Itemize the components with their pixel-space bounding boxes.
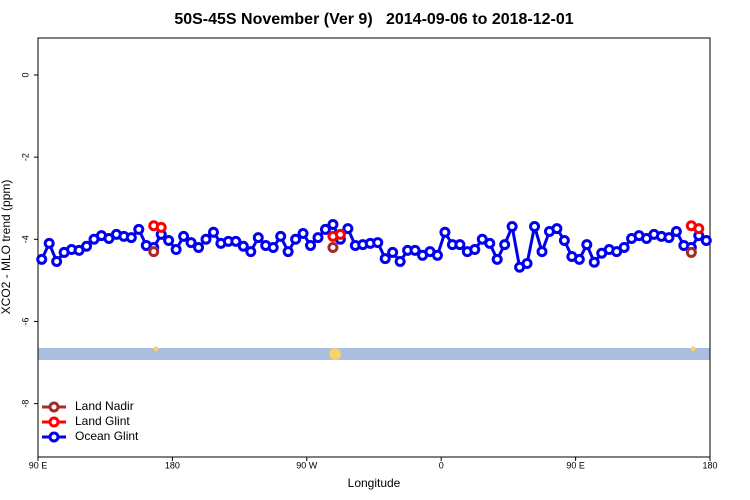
point [551, 223, 563, 235]
point [252, 232, 264, 244]
coverage-dot [329, 348, 341, 360]
y-tick-label: -4 [20, 235, 30, 243]
legend-marker [48, 431, 60, 443]
point [207, 226, 219, 238]
point [342, 223, 354, 235]
x-tick-label: 180 [702, 460, 717, 470]
point [170, 244, 182, 256]
point [290, 233, 302, 245]
point [327, 218, 339, 230]
x-tick-label: 90 E [566, 460, 585, 470]
y-tick-label: -2 [20, 153, 30, 161]
point [588, 256, 600, 268]
legend-label: Ocean Glint [75, 429, 139, 443]
point [618, 242, 630, 253]
coverage-dot [690, 346, 696, 352]
point [700, 235, 712, 247]
point [558, 235, 570, 247]
point [573, 253, 585, 265]
point [536, 246, 548, 258]
legend-marker [48, 416, 60, 428]
point [379, 253, 391, 265]
point [36, 253, 48, 265]
point [200, 233, 212, 245]
point [334, 228, 346, 240]
y-tick-label: 0 [20, 72, 30, 77]
point [439, 226, 451, 238]
point [282, 246, 294, 258]
point [133, 223, 145, 235]
point [163, 235, 175, 247]
point [372, 237, 384, 249]
point [529, 221, 541, 233]
point [193, 242, 205, 253]
point [297, 228, 309, 240]
point [685, 246, 697, 258]
x-tick-label: 90 E [29, 460, 48, 470]
point [148, 246, 160, 258]
legend-label: Land Nadir [75, 399, 134, 413]
point [394, 255, 406, 267]
x-axis-label: Longitude [348, 476, 401, 490]
plot-frame [37, 37, 711, 458]
point [484, 237, 496, 249]
y-axis-label: XCO2 - MLO trend (ppm) [0, 180, 13, 315]
point [81, 240, 93, 252]
point [230, 235, 242, 247]
legend-marker [48, 401, 60, 413]
point [670, 225, 682, 237]
point [178, 230, 190, 242]
point [319, 223, 331, 235]
point [275, 230, 287, 242]
point [581, 239, 593, 251]
point [51, 255, 63, 267]
point [125, 232, 137, 244]
coverage-band [38, 348, 710, 360]
point [155, 221, 167, 233]
point [267, 242, 279, 253]
point [499, 239, 511, 251]
y-tick-label: -6 [20, 317, 30, 325]
point [409, 244, 421, 256]
point [387, 246, 399, 258]
point [693, 223, 705, 235]
point [237, 240, 249, 252]
point [312, 232, 324, 244]
point [185, 237, 197, 249]
y-tick-label: -8 [20, 400, 30, 408]
point [469, 244, 481, 256]
point [506, 221, 518, 233]
chart-title: 50S-45S November (Ver 9) 2014-09-06 to 2… [174, 11, 573, 28]
x-tick-label: 180 [165, 460, 180, 470]
x-tick-label: 0 [439, 460, 444, 470]
point [43, 237, 55, 249]
x-tick-label: 90 W [296, 460, 318, 470]
coverage-dot [153, 346, 159, 352]
series-line [153, 224, 700, 238]
point [521, 258, 533, 270]
point [327, 242, 339, 253]
point [491, 253, 503, 265]
point [245, 246, 257, 258]
point [431, 249, 443, 261]
point [663, 232, 675, 244]
legend-label: Land Glint [75, 414, 130, 428]
point [454, 239, 466, 251]
point [305, 239, 317, 251]
